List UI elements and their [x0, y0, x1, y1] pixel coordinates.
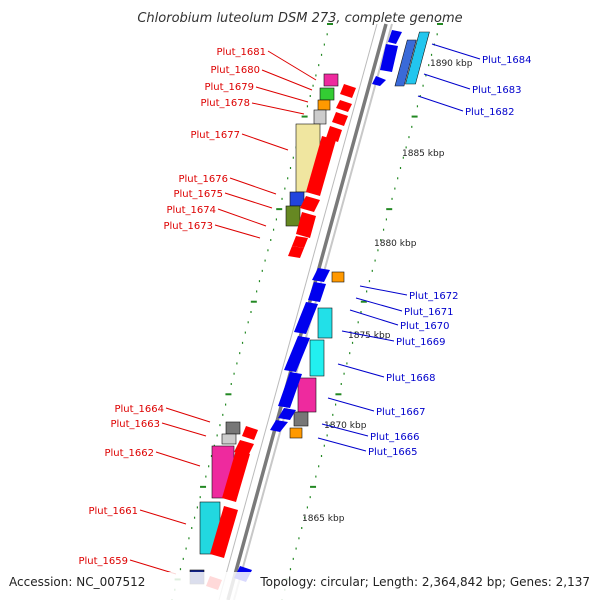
gene-block-1680[interactable] [319, 87, 335, 101]
right-leader-lines [317, 43, 481, 452]
gene-arrow-1682b[interactable] [380, 44, 398, 72]
gene-arrow-1664[interactable] [242, 426, 258, 440]
gene-arrow-1668[interactable] [278, 372, 302, 408]
gene-block-1664[interactable] [225, 421, 241, 435]
gene-block-1670[interactable] [317, 307, 333, 339]
gene-block-1668[interactable] [297, 377, 317, 413]
gene-label[interactable]: Plut_1681 [216, 47, 266, 58]
gene-label[interactable]: Plut_1682 [465, 107, 515, 118]
footer-bar [0, 572, 600, 600]
gene-arrow-1670[interactable] [294, 302, 318, 334]
ruler-label-1885: 1885 kbp [402, 149, 445, 159]
gene-label[interactable]: Plut_1683 [472, 85, 522, 96]
gene-label[interactable]: Plut_1675 [173, 189, 223, 200]
gene-label[interactable]: Plut_1684 [482, 55, 532, 66]
gene-label[interactable]: Plut_1674 [166, 205, 216, 216]
gene-arrow-1682[interactable] [388, 30, 402, 44]
gene-label[interactable]: Plut_1662 [104, 448, 154, 459]
gene-features [189, 30, 430, 590]
gene-label[interactable]: Plut_1673 [163, 221, 213, 232]
gene-label[interactable]: Plut_1664 [114, 404, 164, 415]
gene-block-1663[interactable] [221, 433, 237, 445]
gene-label[interactable]: Plut_1676 [178, 174, 228, 185]
gene-block-1665[interactable] [289, 427, 303, 439]
gene-block-1681[interactable] [323, 73, 339, 87]
gene-arrow-1676[interactable] [300, 196, 320, 212]
gene-label[interactable]: Plut_1659 [78, 556, 128, 567]
gene-arrow-1679[interactable] [332, 112, 348, 126]
tick-tracks [171, 23, 443, 600]
gene-arrow-1674[interactable] [292, 236, 308, 248]
gene-label[interactable]: Plut_1678 [200, 98, 250, 109]
gene-arrow-1669[interactable] [284, 336, 310, 372]
topology-text: Topology: circular; Length: 2,364,842 bp… [259, 575, 590, 589]
gene-label[interactable]: Plut_1677 [190, 130, 240, 141]
ruler-label-1865: 1865 kbp [302, 514, 345, 524]
ruler-label-1880: 1880 kbp [374, 239, 417, 249]
gene-arrow-1666[interactable] [270, 420, 288, 432]
gene-block-1678[interactable] [313, 109, 327, 125]
gene-arrow-1672[interactable] [312, 268, 330, 282]
gene-block-1675[interactable] [285, 205, 301, 227]
gene-arrow-1662[interactable] [222, 450, 250, 502]
gene-block-1669[interactable] [309, 339, 325, 377]
ruler-label-1870: 1870 kbp [324, 421, 367, 431]
gene-label[interactable]: Plut_1671 [404, 307, 454, 318]
right-gene-labels: Plut_1684 Plut_1683 Plut_1682 Plut_1672 … [368, 55, 532, 458]
gene-block-1684[interactable] [405, 31, 430, 85]
gene-label[interactable]: Plut_1680 [210, 65, 260, 76]
gene-arrow-1682c[interactable] [372, 76, 386, 86]
gene-block-1667[interactable] [293, 411, 309, 427]
gene-label[interactable]: Plut_1667 [376, 407, 426, 418]
gene-block-1672[interactable] [331, 271, 345, 283]
gene-arrow-1680[interactable] [336, 100, 352, 112]
left-gene-labels: Plut_1681 Plut_1680 Plut_1679 Plut_1678 … [78, 47, 266, 567]
gene-arrow-1678[interactable] [326, 126, 342, 142]
gene-label[interactable]: Plut_1666 [370, 432, 420, 443]
gene-arrow-1671[interactable] [308, 282, 326, 302]
accession-text: Accession: NC_007512 [9, 575, 145, 589]
gene-block-1676[interactable] [289, 191, 305, 207]
gene-label[interactable]: Plut_1665 [368, 447, 418, 458]
gene-label[interactable]: Plut_1670 [400, 321, 450, 332]
gene-arrow-1677[interactable] [306, 136, 336, 196]
gene-arrow-1667[interactable] [278, 408, 296, 420]
gene-label[interactable]: Plut_1669 [396, 337, 446, 348]
left-leader-lines [129, 50, 317, 575]
gene-label[interactable]: Plut_1679 [204, 82, 254, 93]
map-title: Chlorobium luteolum DSM 273, complete ge… [137, 11, 462, 26]
gene-arrow-1673[interactable] [288, 246, 304, 258]
gene-label[interactable]: Plut_1661 [88, 506, 138, 517]
gene-label[interactable]: Plut_1668 [386, 373, 436, 384]
ruler-label-1890: 1890 kbp [430, 59, 473, 69]
gene-arrow-1681[interactable] [340, 84, 356, 98]
gene-arrow-1675[interactable] [296, 212, 316, 238]
gene-arrow-1661[interactable] [210, 506, 238, 558]
gene-block-1679[interactable] [317, 99, 331, 111]
gene-label[interactable]: Plut_1672 [409, 291, 459, 302]
gene-label[interactable]: Plut_1663 [110, 419, 160, 430]
gene-block-1683[interactable] [394, 39, 417, 87]
